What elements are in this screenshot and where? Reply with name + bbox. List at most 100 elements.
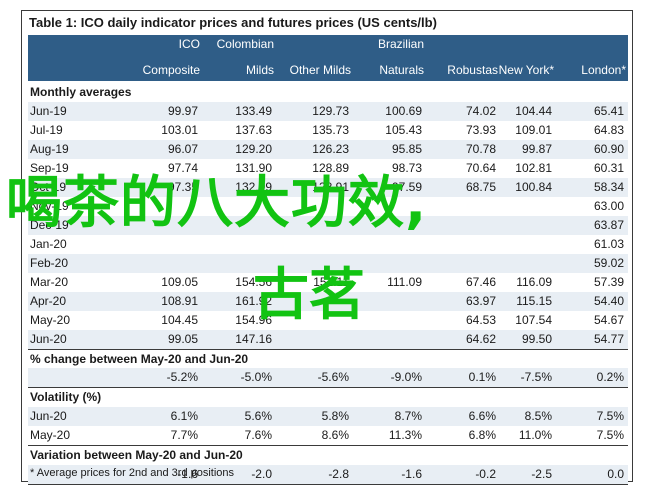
- table-row: -5.2% -5.0% -5.6% -9.0% 0.1% -7.5% 0.2%: [28, 368, 628, 387]
- table-cell: 97.59: [391, 180, 422, 194]
- table-row: Jun-20 6.1% 5.6% 5.8% 8.7% 6.6% 8.5% 7.5%: [28, 407, 628, 426]
- table-cell: 128.89: [312, 161, 349, 175]
- table-cell: -2.0: [251, 467, 272, 481]
- table-cell: 54.67: [593, 313, 624, 327]
- table-cell: 64.83: [593, 123, 624, 137]
- table-cell: -2.5: [531, 467, 552, 481]
- table-cell: 0.1%: [468, 370, 496, 384]
- column-header-brazilian-naturals: Brazilian Naturals: [351, 35, 424, 81]
- table-cell: 6.1%: [170, 409, 198, 423]
- row-label: Nov-19: [30, 199, 69, 213]
- row-label: May-20: [30, 428, 71, 442]
- table-cell: 60.31: [593, 161, 624, 175]
- table-cell: 8.5%: [524, 409, 552, 423]
- section-divider: [28, 387, 628, 388]
- row-label: Oct-19: [30, 180, 67, 194]
- table-cell: 151.11: [313, 275, 349, 289]
- section-title: Monthly averages: [30, 85, 132, 99]
- section-title: Variation between May-20 and Jun-20: [30, 448, 243, 462]
- table-cell: 0.2%: [596, 370, 624, 384]
- table-cell: 129.20: [235, 142, 272, 156]
- table-cell: 111.09: [387, 275, 422, 289]
- table-row: May-20 7.7% 7.6% 8.6% 11.3% 6.8% 11.0% 7.5%: [28, 426, 628, 445]
- table-cell: 107.54: [515, 313, 552, 327]
- table-cell: 6.6%: [468, 409, 496, 423]
- section-divider: [28, 445, 628, 446]
- table-cell: 133.49: [235, 104, 272, 118]
- column-header-line2: Composite: [142, 63, 200, 77]
- table-row: Aug-19 96.07 129.20 126.23 95.85 70.78 99.87 60…: [28, 140, 628, 159]
- table-cell: 5.6%: [244, 409, 272, 423]
- table-cell: -9.0%: [390, 370, 422, 384]
- table-cell: 58.34: [593, 180, 624, 194]
- table-cell: 7.7%: [170, 428, 198, 442]
- table-cell: 116.09: [516, 275, 552, 289]
- table-cell: 105.43: [385, 123, 422, 137]
- table-cell: 8.6%: [321, 428, 349, 442]
- table-cell: 54.40: [593, 294, 624, 308]
- column-header-robustas: Robustas: [424, 35, 498, 81]
- column-header-other-milds: Other Milds: [274, 35, 351, 81]
- table-cell: 0.0: [607, 467, 624, 481]
- table-cell: -7.5%: [520, 370, 552, 384]
- table-cell: 67.46: [465, 275, 496, 289]
- row-label: Apr-20: [30, 294, 67, 308]
- table-cell: 96.07: [167, 142, 198, 156]
- section-divider: [28, 484, 628, 485]
- table-cell: 154.96: [235, 313, 272, 327]
- row-label: Aug-19: [30, 142, 69, 156]
- table-cell: -5.2%: [166, 370, 198, 384]
- table-cell: 109.05: [161, 275, 198, 289]
- row-label: Dec-19: [30, 218, 69, 232]
- section-divider: [28, 349, 628, 350]
- row-label: Feb-20: [30, 256, 69, 270]
- section-header-row: % change between May-20 and Jun-20: [28, 350, 628, 369]
- row-label: Mar-20: [30, 275, 69, 289]
- table-cell: 64.53: [465, 313, 496, 327]
- table-cell: 7.5%: [596, 428, 624, 442]
- table-frame: Table 1: ICO daily indicator prices and …: [21, 10, 633, 485]
- table-cell: 137.63: [235, 123, 272, 137]
- table-cell: 132.09: [235, 180, 272, 194]
- column-header-line1: Brazilian: [377, 37, 424, 51]
- table-cell: 115.15: [516, 294, 552, 308]
- column-header-bar: ICO Composite Colombian Milds Other Mild…: [28, 35, 628, 81]
- table-cell: 6.8%: [468, 428, 496, 442]
- table-cell: 65.41: [593, 104, 624, 118]
- table-row: -1.6 -2.0 -2.8 -1.6 -0.2 -2.5 0.0: [28, 465, 628, 484]
- row-label: Jun-20: [30, 409, 67, 423]
- table-cell: 100.69: [385, 104, 422, 118]
- table-cell: 108.91: [161, 294, 198, 308]
- table-cell: 104.44: [515, 104, 552, 118]
- table-cell: -1.6: [177, 467, 198, 481]
- column-header-line2: Robustas: [447, 63, 498, 77]
- table-row: Oct-19 97.35 132.09 128.91 97.59 68.75 100.84 5…: [28, 178, 628, 197]
- section-header-row: Monthly averages: [28, 83, 628, 102]
- column-header-line2: Naturals: [379, 63, 424, 77]
- table-cell: -0.2: [475, 467, 496, 481]
- table-cell: 60.90: [593, 142, 624, 156]
- row-label: May-20: [30, 313, 71, 327]
- table-row: May-20 104.45 154.96 64.53 107.54 54.67: [28, 311, 628, 330]
- table-cell: 147.16: [235, 332, 272, 346]
- table-cell: 70.78: [465, 142, 496, 156]
- table-cell: 11.3%: [388, 428, 422, 442]
- table-cell: 154.56: [235, 275, 272, 289]
- table-row: Nov-19 63.00: [28, 197, 628, 216]
- section-title: Volatility (%): [30, 390, 102, 404]
- table-cell: -2.8: [328, 467, 349, 481]
- row-label: Sep-19: [30, 161, 69, 175]
- table-cell: 74.02: [465, 104, 496, 118]
- table-cell: 131.90: [235, 161, 272, 175]
- section-header-row: Volatility (%): [28, 388, 628, 407]
- table-title: Table 1: ICO daily indicator prices and …: [29, 15, 437, 30]
- table-cell: 8.7%: [394, 409, 422, 423]
- section-header-row: Variation between May-20 and Jun-20: [28, 446, 628, 465]
- table-cell: 70.64: [465, 161, 496, 175]
- table-cell: -5.0%: [240, 370, 272, 384]
- table-cell: 63.00: [593, 199, 624, 213]
- column-header-line1: ICO: [178, 37, 200, 51]
- table-row: Jul-19 103.01 137.63 135.73 105.43 73.93 109.0…: [28, 121, 628, 140]
- table-cell: 100.84: [515, 180, 552, 194]
- table-cell: 129.73: [312, 104, 349, 118]
